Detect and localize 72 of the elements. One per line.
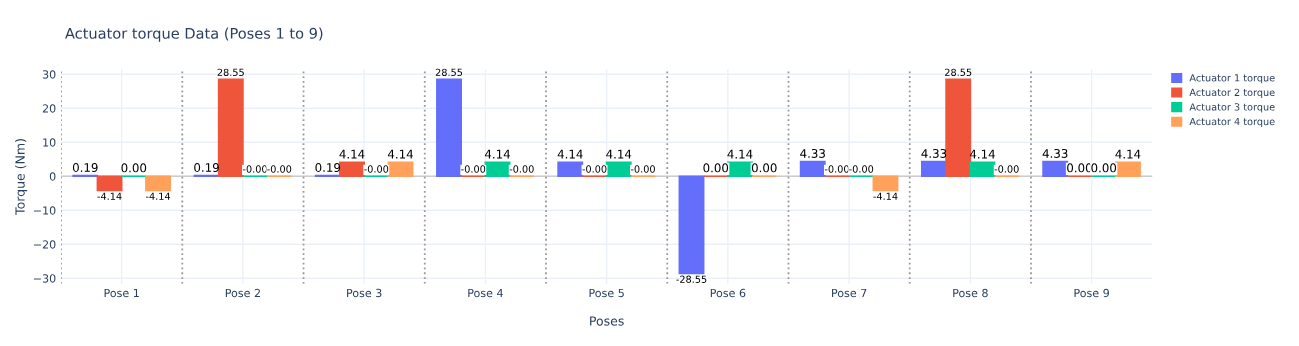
x-tick-label: Pose 6 [710,288,746,298]
x-tick-label: Pose 3 [347,288,382,298]
bar [484,161,511,178]
y-tick-label: 30 [42,70,56,79]
x-tick-label: Pose 9 [1074,288,1109,298]
bar [727,161,753,178]
bar [339,161,365,178]
data-label: -0.00 [242,165,267,173]
data-label: -0.00 [849,165,874,173]
data-label: 4.14 [557,149,583,159]
data-label: 4.14 [1115,149,1141,159]
data-label: -0.00 [994,165,1019,173]
data-label: 0.00 [1091,163,1117,173]
data-label: -0.00 [461,165,486,173]
bar [217,78,244,178]
bar [945,78,972,178]
data-label: 0.00 [703,163,729,173]
data-label: 0.19 [72,163,98,172]
data-label: -0.00 [630,165,655,173]
data-label: 4.14 [606,149,632,159]
data-label: 4.14 [484,149,510,159]
y-tick-label: 0 [49,172,56,181]
bar [872,175,899,192]
data-label: -0.00 [364,165,389,173]
data-label: 28.55 [217,68,244,76]
y-tick-label: −20 [33,240,56,249]
data-label: 4.14 [387,149,414,159]
legend-label: Actuator 3 torque [1189,103,1275,113]
legend-label: Actuator 4 torque [1189,117,1275,128]
data-label: -0.00 [824,165,849,173]
bar [557,161,584,178]
x-tick-label: Pose 4 [468,288,503,298]
data-label: 0.00 [751,163,777,173]
data-label: -0.00 [509,165,534,173]
data-label: -28.55 [676,275,707,283]
bar [96,175,123,192]
data-label: -0.00 [582,165,607,173]
data-label: -4.14 [873,192,898,200]
data-label: 28.55 [435,68,463,76]
data-label: 0.00 [121,163,147,173]
chart-title: Actuator torque Data (Poses 1 to 9) [65,27,323,42]
data-label: 28.55 [945,68,972,76]
bar [145,175,172,192]
x-tick-label: Pose 2 [225,288,260,298]
y-tick-label: −10 [33,206,56,215]
data-label: 4.14 [339,149,365,159]
bar [921,160,947,178]
bar [387,161,414,178]
data-label: -4.14 [145,192,171,200]
x-tick-label: Pose 1 [104,288,139,298]
bar [436,78,462,178]
y-tick-label: −30 [33,274,56,283]
bar [605,161,632,178]
y-tick-label: 20 [42,104,56,113]
x-axis-title: Poses [590,316,624,326]
data-label: -4.14 [97,192,122,200]
bar [799,160,826,178]
x-tick-label: Pose 5 [589,288,624,298]
legend-label: Actuator 1 torque [1189,74,1275,84]
data-label: -0.00 [267,165,292,173]
y-axis-title: Torque (Nm) [15,139,28,215]
bar [1042,160,1069,178]
data-label: 4.14 [727,149,753,159]
data-label: 4.33 [800,148,825,158]
x-tick-label: Pose 7 [832,288,867,298]
data-label: 4.33 [1042,148,1068,158]
bar [678,175,705,275]
y-tick-label: 10 [43,138,56,147]
bar [1115,161,1141,178]
x-tick-label: Pose 8 [953,288,988,298]
legend-label: Actuator 2 torque [1189,88,1275,98]
bar [969,161,996,178]
